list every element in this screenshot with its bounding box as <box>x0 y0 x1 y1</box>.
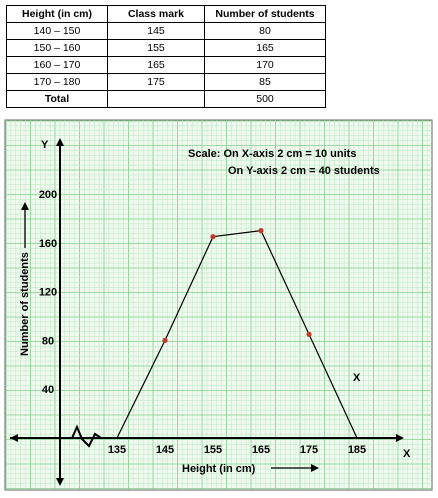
scale-note-line-1: Scale: On X-axis 2 cm = 10 units <box>188 148 356 160</box>
y-tick-label: 120 <box>39 287 57 299</box>
x-tick-label: 155 <box>204 444 222 456</box>
total-empty-cell <box>107 90 205 108</box>
data-point <box>162 337 168 343</box>
frequency-table: Height (in cm) Class mark Number of stud… <box>6 5 326 108</box>
header-height: Height (in cm) <box>6 5 108 23</box>
table-total-row: Total 500 <box>6 90 326 108</box>
cell-height: 150 – 160 <box>6 39 108 57</box>
cell-students: 85 <box>204 73 326 91</box>
x-axis-letter: X <box>403 448 411 460</box>
cell-class-mark: 145 <box>107 22 205 40</box>
x-tick-label: 135 <box>108 444 126 456</box>
y-tick-label: 160 <box>39 238 57 250</box>
data-point <box>210 234 216 240</box>
cell-students: 165 <box>204 39 326 57</box>
y-tick-label: 80 <box>42 335 54 347</box>
header-number-of-students: Number of students <box>204 5 326 23</box>
y-axis-letter: Y <box>41 139 49 151</box>
cell-height: 170 – 180 <box>6 73 108 91</box>
x-tick-label: 185 <box>348 444 366 456</box>
total-label: Total <box>6 90 108 108</box>
x-tick-label: 175 <box>300 444 318 456</box>
x-tick-label: 145 <box>156 444 174 456</box>
table-row: 170 – 180 175 85 <box>6 73 326 91</box>
cell-students: 80 <box>204 22 326 40</box>
cell-height: 160 – 170 <box>6 56 108 74</box>
data-point <box>306 331 312 337</box>
scale-note-line-2: On Y-axis 2 cm = 40 students <box>228 165 380 177</box>
y-tick-label: 40 <box>42 384 54 396</box>
table-row: 150 – 160 155 165 <box>6 39 326 57</box>
data-point <box>258 228 264 234</box>
cell-class-mark: 155 <box>107 39 205 57</box>
x-axis-label: Height (in cm) <box>182 463 256 475</box>
table-row: 140 – 150 145 80 <box>6 22 326 40</box>
graph-paper-grid <box>5 120 432 490</box>
y-tick-label: 200 <box>39 189 57 201</box>
cell-class-mark: 165 <box>107 56 205 74</box>
table-row: 160 – 170 165 170 <box>6 56 326 74</box>
x-tick-label: 165 <box>252 444 270 456</box>
x-axis-break-mark <box>66 424 102 448</box>
cell-class-mark: 175 <box>107 73 205 91</box>
cell-students: 170 <box>204 56 326 74</box>
stray-x-mark: X <box>353 372 361 384</box>
series-line <box>116 229 358 439</box>
table-header-row: Height (in cm) Class mark Number of stud… <box>6 5 326 23</box>
header-class-mark: Class mark <box>107 5 205 23</box>
cell-height: 140 – 150 <box>6 22 108 40</box>
frequency-polygon-chart: Y X X Scale: On X-axis 2 cm = 10 units O… <box>4 119 433 491</box>
total-value: 500 <box>204 90 326 108</box>
y-axis-label: Number of students <box>19 252 31 356</box>
